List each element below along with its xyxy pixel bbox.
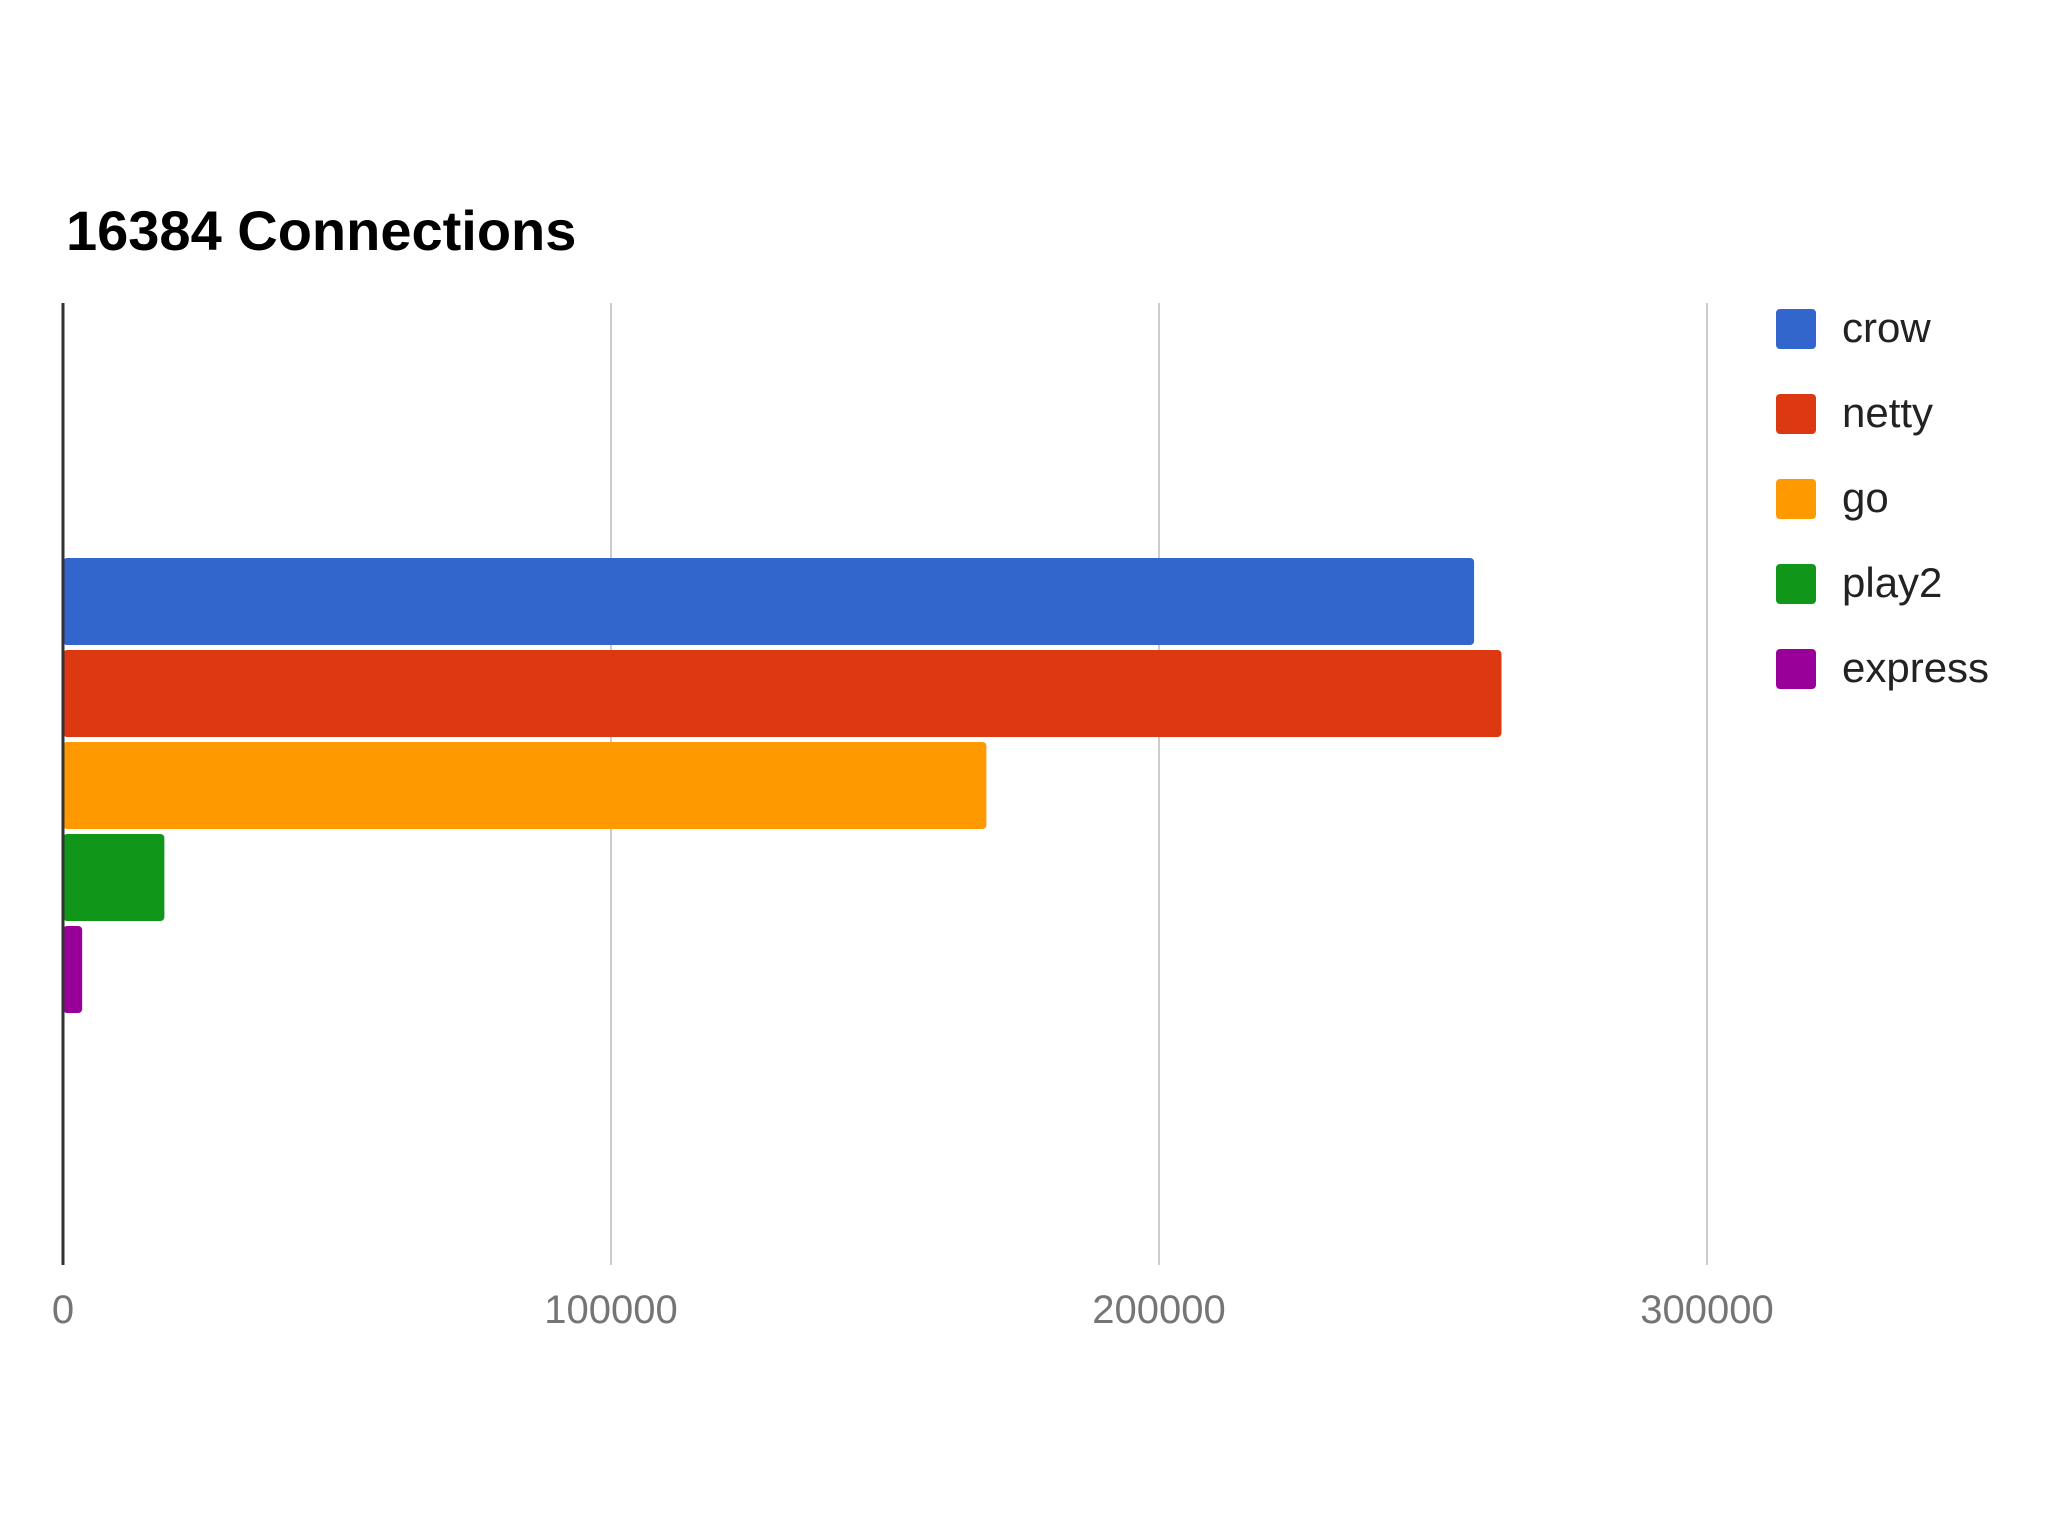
bar-crow[interactable] [63, 558, 1475, 645]
x-tick-label: 200000 [1092, 1288, 1225, 1332]
legend-swatch [1776, 394, 1816, 434]
legend-swatch [1776, 564, 1816, 604]
chart-title: 16384 Connections [66, 199, 576, 262]
bar-express[interactable] [63, 926, 83, 1013]
bar-netty[interactable] [63, 650, 1502, 737]
legend-item-crow[interactable]: crow [1776, 304, 1931, 351]
x-tick-label: 300000 [1640, 1288, 1773, 1332]
legend[interactable]: crow netty go play2 express [1776, 304, 1989, 691]
x-axis-tick-labels: 0 100000 200000 300000 [52, 1288, 1774, 1332]
legend-label: netty [1842, 389, 1933, 436]
legend-label: crow [1842, 304, 1931, 351]
legend-swatch [1776, 309, 1816, 349]
legend-item-go[interactable]: go [1776, 474, 1889, 521]
legend-swatch [1776, 649, 1816, 689]
legend-item-express[interactable]: express [1776, 644, 1989, 691]
legend-item-netty[interactable]: netty [1776, 389, 1933, 436]
bars [63, 558, 1502, 1013]
x-tick-label: 100000 [544, 1288, 677, 1332]
legend-label: express [1842, 644, 1989, 691]
legend-item-play2[interactable]: play2 [1776, 559, 1942, 606]
bar-play2[interactable] [63, 834, 165, 921]
bar-go[interactable] [63, 742, 987, 829]
legend-label: play2 [1842, 559, 1942, 606]
x-tick-label: 0 [52, 1288, 74, 1332]
legend-label: go [1842, 474, 1889, 521]
legend-swatch [1776, 479, 1816, 519]
